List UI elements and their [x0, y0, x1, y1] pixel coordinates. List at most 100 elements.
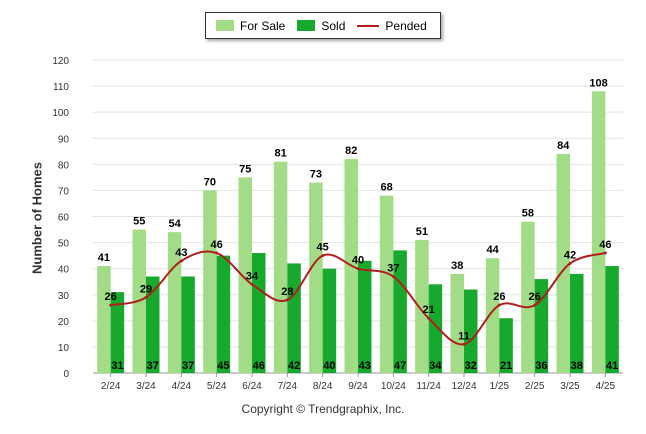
y-tick-label: 60: [58, 213, 70, 224]
x-tick-label: 1/25: [490, 381, 510, 392]
y-tick-label: 100: [52, 108, 69, 119]
sold-value-label: 31: [111, 360, 123, 372]
pended-value-label: 11: [458, 330, 470, 342]
sold-bar: [252, 253, 266, 373]
legend: For Sale Sold Pended: [205, 12, 441, 39]
pended-value-label: 46: [599, 239, 611, 251]
for-sale-value-label: 82: [345, 145, 357, 157]
x-tick-label: 6/24: [242, 381, 262, 392]
pended-value-label: 28: [281, 286, 293, 298]
for-sale-value-label: 41: [98, 252, 110, 264]
pended-point: [603, 251, 607, 255]
x-tick-label: 10/24: [381, 381, 406, 392]
pended-point: [179, 259, 183, 263]
sold-value-label: 32: [465, 360, 477, 372]
sold-value-label: 42: [288, 360, 300, 372]
for-sale-bar: [273, 161, 288, 373]
x-tick-label: 2/24: [101, 381, 121, 392]
sold-bar: [181, 276, 195, 373]
pended-value-label: 26: [493, 291, 505, 303]
for-sale-bar: [485, 258, 500, 373]
sold-value-label: 38: [571, 360, 583, 372]
sold-value-label: 45: [217, 360, 229, 372]
sold-value-label: 40: [323, 360, 335, 372]
pended-point: [215, 251, 219, 255]
pended-line-series: [109, 250, 607, 346]
pended-value-label: 26: [529, 291, 541, 303]
y-tick-label: 80: [58, 160, 70, 171]
for-sale-value-label: 84: [557, 140, 570, 152]
for-sale-bar: [379, 195, 394, 373]
pended-value-label: 34: [246, 270, 259, 282]
x-tick-label: 7/24: [278, 381, 298, 392]
y-tick-label: 90: [58, 134, 70, 145]
sold-bar: [110, 292, 125, 373]
pended-value-label: 29: [140, 283, 152, 295]
sold-bar: [358, 260, 372, 373]
x-tick-label: 11/24: [417, 381, 442, 392]
for-sale-value-label: 81: [274, 148, 286, 160]
y-axis-ticks: 0 10 20 30 40 50 60 70 80 90 100 110 120: [52, 56, 69, 380]
for-sale-bar: [203, 190, 217, 373]
for-sale-bar: [415, 239, 429, 373]
sold-bar: [605, 266, 619, 373]
pended-point: [391, 274, 395, 278]
x-tick-label: 8/24: [313, 381, 333, 392]
pended-value-label: 26: [105, 291, 117, 303]
legend-label-sold: Sold: [321, 18, 346, 33]
for-sale-bar: [167, 232, 182, 373]
for-sale-value-label: 108: [589, 77, 607, 89]
for-sale-value-label: 54: [168, 218, 181, 230]
for-sale-value-label: 70: [204, 176, 216, 188]
pended-point: [250, 282, 254, 286]
y-tick-label: 0: [63, 369, 69, 380]
legend-item-pended[interactable]: Pended: [357, 18, 427, 33]
y-axis-label: Number of Homes: [29, 162, 45, 274]
for-sale-value-label: 73: [310, 169, 322, 181]
for-sale-value-label: 55: [133, 216, 145, 228]
sold-value-label: 34: [429, 360, 442, 372]
sold-bar: [287, 263, 301, 373]
for-sale-bar: [97, 266, 111, 373]
x-tick-label: 4/25: [596, 381, 616, 392]
for-sale-swatch: [216, 20, 234, 31]
pended-point: [462, 342, 466, 346]
for-sale-bar: [521, 221, 535, 373]
for-sale-value-label: 51: [416, 226, 428, 238]
pended-point: [568, 261, 572, 265]
sold-bar: [322, 268, 337, 373]
sold-swatch: [297, 20, 316, 31]
legend-label-pended: Pended: [385, 18, 427, 33]
sold-value-label: 41: [606, 360, 618, 372]
legend-item-sold[interactable]: Sold: [297, 19, 345, 33]
for-sale-bar: [238, 177, 252, 373]
sold-value-label: 37: [182, 360, 194, 372]
for-sale-bar: [450, 273, 464, 373]
sold-bar: [216, 255, 231, 373]
pended-point: [497, 303, 501, 307]
sold-bar: [570, 273, 584, 373]
sold-value-label: 46: [253, 360, 265, 372]
bar-series: [97, 91, 619, 374]
sold-bar: [146, 276, 160, 373]
pended-point: [285, 298, 289, 302]
pended-point: [427, 316, 431, 320]
for-sale-bar: [309, 182, 323, 373]
pended-value-label: 43: [175, 247, 187, 259]
sold-bar: [464, 289, 478, 373]
x-tick-label: 5/24: [207, 381, 227, 392]
x-axis-ticks: 2/24 3/24 4/24 5/24 6/24 7/24 8/24 9/24 10/24 11/…: [101, 373, 616, 392]
x-tick-label: 12/24: [451, 381, 476, 392]
pended-point: [356, 267, 360, 271]
pended-value-label: 42: [564, 249, 576, 261]
pended-value-label: 37: [387, 262, 399, 274]
sold-value-label: 21: [500, 360, 512, 372]
pended-value-label: 21: [423, 304, 435, 316]
y-tick-label: 70: [58, 186, 70, 197]
for-sale-value-label: 68: [380, 182, 392, 194]
for-sale-value-label: 58: [522, 208, 534, 220]
sold-bar: [428, 284, 443, 373]
legend-item-for-sale[interactable]: For Sale: [216, 19, 285, 33]
sold-value-label: 47: [394, 360, 406, 372]
legend-label-for-sale: For Sale: [240, 18, 286, 33]
